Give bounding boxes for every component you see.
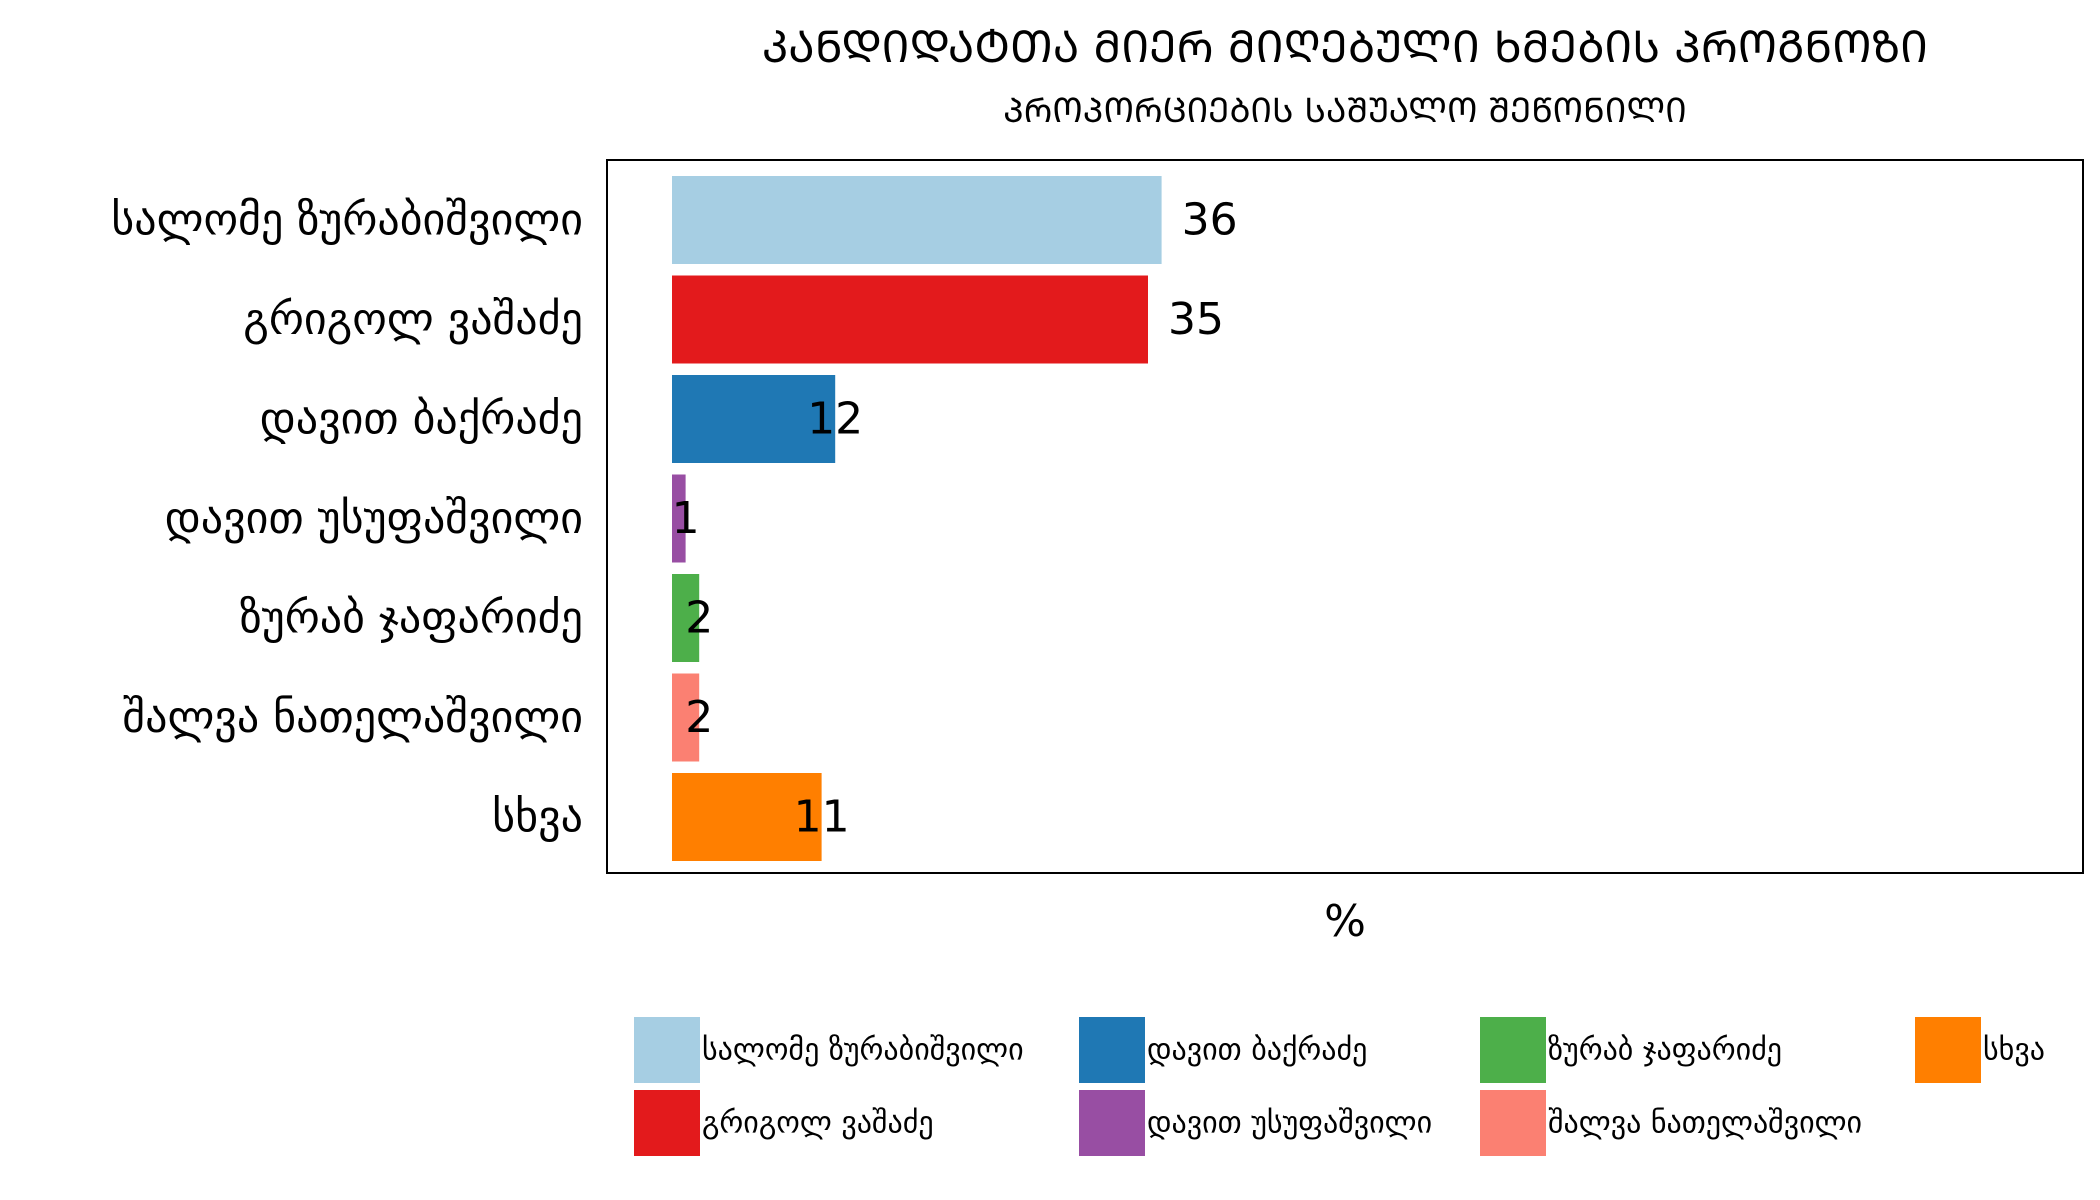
data-label: 2 [685,593,713,644]
category-label: სალომე ზურაბიშვილი [111,195,583,246]
legend-swatch [634,1017,700,1083]
legend-swatch [1079,1017,1145,1083]
bar [672,773,822,861]
bars-layer: სალომე ზურაბიშვილი 36 გრიგოლ ვაშაძე 35 დავით… [111,176,1238,861]
legend-item: სალომე ზურაბიშვილი [634,1017,1024,1083]
legend-swatch [634,1090,700,1156]
legend-item: ზურაბ ჯაფარიძე [1480,1017,1782,1083]
legend-item: შალვა ნათელაშვილი [1480,1090,1862,1156]
legend-label: შალვა ნათელაშვილი [1548,1106,1862,1141]
bar [672,673,700,762]
category-label: სხვა [492,792,583,843]
category-label: შალვა ნათელაშვილი [122,692,583,743]
legend-swatch [1079,1090,1145,1156]
data-label: 1 [672,493,700,544]
category-label: ზურაბ ჯაფარიძე [240,593,583,644]
data-label: 2 [685,692,713,743]
bar [672,474,686,563]
legend-swatch [1480,1090,1546,1156]
data-label: 36 [1182,195,1238,246]
bar [672,375,836,463]
chart-title: ᲙᲐᲜᲓᲘᲓᲐᲢᲗᲐ ᲛᲘᲔᲠ ᲛᲘᲦᲔᲑᲣᲚᲘ ᲮᲛᲔᲑᲘᲡ ᲞᲠᲝᲒᲜᲝᲖᲘ [762,22,1928,73]
legend-label: სხვა [1983,1033,2045,1068]
legend-item: გრიგოლ ვაშაძე [634,1090,934,1156]
legend-swatch [1915,1017,1981,1083]
category-label: გრიგოლ ვაშაძე [243,294,583,345]
bar [672,574,700,662]
category-label: დავით უსუფაშვილი [165,493,583,544]
legend-item: დავით უსუფაშვილი [1079,1090,1432,1156]
data-label: 12 [807,394,863,445]
legend-label: სალომე ზურაბიშვილი [702,1033,1024,1068]
bar [672,176,1162,264]
bar [672,275,1148,364]
legend-item: დავით ბაქრაძე [1079,1017,1367,1083]
legend-swatch [1480,1017,1546,1083]
legend: სალომე ზურაბიშვილი დავით ბაქრაძე ზურაბ ჯაფ… [634,1017,2045,1156]
category-label: დავით ბაქრაძე [260,394,583,445]
x-axis-label: % [1324,896,1366,947]
legend-label: დავით უსუფაშვილი [1147,1106,1432,1141]
legend-label: ზურაბ ჯაფარიძე [1548,1033,1782,1068]
data-label: 35 [1168,294,1224,345]
legend-label: გრიგოლ ვაშაძე [702,1106,934,1141]
data-label: 11 [794,792,850,843]
legend-item: სხვა [1915,1017,2045,1083]
chart-subtitle: ᲞᲠᲝᲞᲝᲠᲪᲘᲔᲑᲘᲡ ᲡᲐᲨᲣᲐᲚᲝ ᲨᲔᲬᲝᲜᲘᲚᲘ [1003,91,1687,131]
plot-area-frame [606,159,2084,874]
legend-label: დავით ბაქრაძე [1147,1033,1367,1068]
